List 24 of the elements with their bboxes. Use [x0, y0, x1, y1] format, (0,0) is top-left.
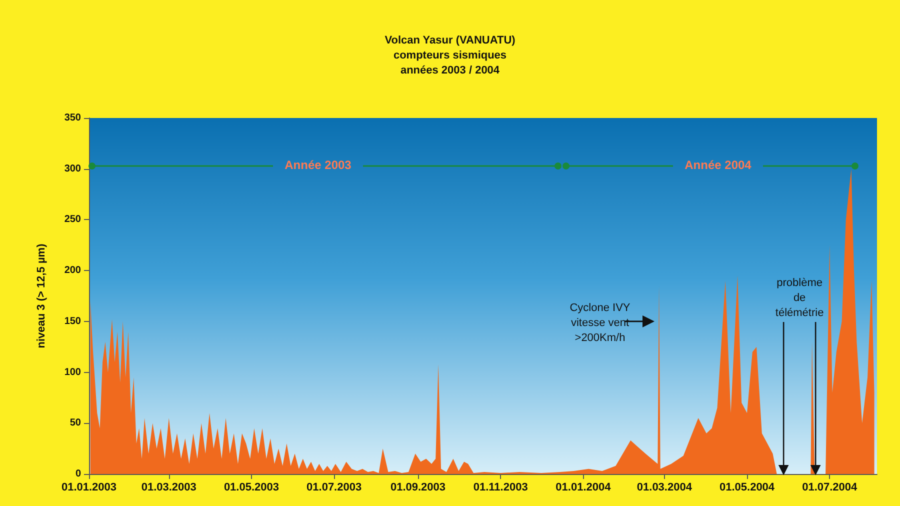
y-tick-label: 0: [75, 468, 82, 480]
x-tick-label: 01.01.2004: [556, 482, 612, 494]
annotation: Année 2004: [684, 158, 752, 173]
y-tick-label: 350: [64, 112, 82, 124]
y-tick-label: 50: [70, 418, 82, 429]
y-tick-label: 250: [64, 214, 82, 226]
y-tick-label: 100: [64, 366, 82, 378]
y-tick-label: 150: [64, 316, 82, 327]
x-tick-label: 01.07.2004: [802, 482, 858, 494]
annotation: Année 2003: [284, 158, 352, 173]
annotation: Cyclone IVY vitesse vent >200Km/h: [568, 301, 632, 346]
chart-title: Volcan Yasur (VANUATU) compteurs sismiques années 2003 / 2004: [384, 34, 516, 76]
x-tick-label: 01.11.2003: [473, 482, 528, 494]
y-axis-title: niveau 3 (> 12,5 µm): [36, 243, 48, 348]
y-tick-label: 300: [64, 163, 82, 174]
x-tick-label: 01.09.2003: [390, 482, 446, 494]
y-tick-label: 200: [64, 265, 82, 276]
annotation: problème de télémétrie: [774, 276, 825, 321]
x-tick-label: 01.05.2004: [719, 482, 776, 494]
x-tick-label: 01.07.2003: [306, 482, 362, 494]
x-tick-label: 01.03.2004: [636, 482, 693, 494]
x-tick-label: 01.01.2003: [61, 482, 117, 494]
x-tick-label: 01.03.2003: [141, 482, 196, 494]
x-tick-label: 01.05.2003: [224, 482, 280, 494]
